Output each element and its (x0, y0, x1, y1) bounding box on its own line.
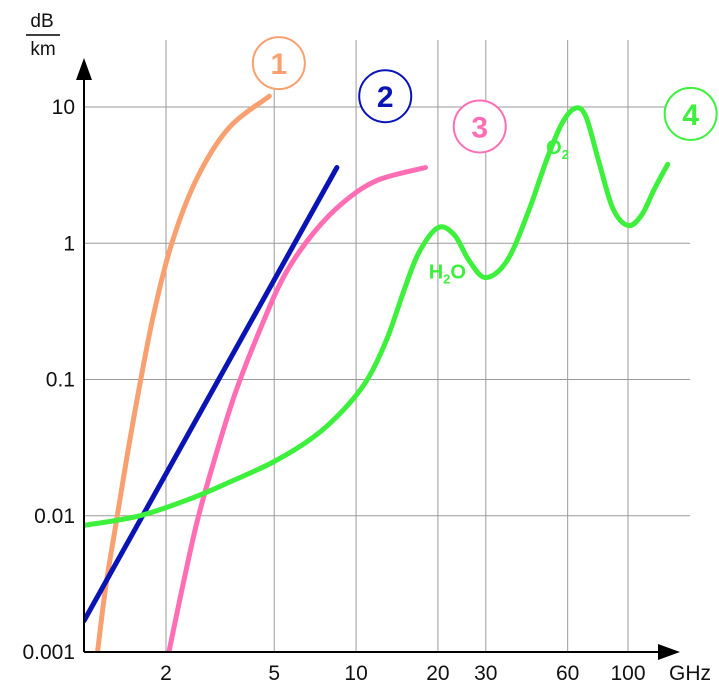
series-4-line (84, 105, 671, 528)
marker-circle (452, 99, 507, 154)
y-tick-label: 0.01 (34, 505, 75, 528)
series-marker-1: 1 (251, 36, 306, 91)
y-axis-arrow-icon (76, 58, 92, 80)
series-3-line (166, 165, 428, 652)
x-tick-label: 100 (610, 662, 645, 685)
y-tick-label: 1 (63, 232, 75, 255)
grid: 2 5 10 20 30 60 100 0.001 0.01 0.1 1 10 (22, 40, 690, 685)
series-marker-2: 2 (358, 69, 413, 124)
y-tick-label: 0.001 (22, 641, 75, 664)
marker-label: 2 (377, 81, 394, 114)
series-marker-4: 4 (663, 86, 718, 141)
y-unit-bottom: km (30, 39, 55, 60)
axes (76, 58, 680, 660)
x-tick-label: 30 (474, 662, 497, 685)
x-unit-label: GHz (669, 662, 711, 685)
labels: dB km GHz (26, 11, 711, 685)
curves (84, 93, 671, 652)
y-unit-top: dB (30, 11, 53, 32)
series-2-line (84, 165, 340, 624)
series-1-line (95, 93, 272, 652)
curve-markers: 1 2 3 4 (251, 36, 718, 154)
x-tick-label: 60 (556, 662, 579, 685)
marker-label: 3 (471, 111, 488, 144)
molecule-annotation: H2O (429, 262, 466, 287)
marker-label: 4 (682, 99, 699, 132)
y-tick-label: 10 (52, 96, 75, 119)
y-tick-label: 0.1 (46, 369, 75, 392)
x-tick-label: 10 (344, 662, 367, 685)
series-marker-3: 3 (452, 99, 507, 154)
marker-circle (251, 36, 306, 91)
marker-label: 1 (270, 48, 287, 81)
x-tick-label: 2 (160, 662, 172, 685)
marker-circle (358, 69, 413, 124)
x-tick-label: 5 (268, 662, 280, 685)
x-tick-label: 20 (426, 662, 449, 685)
molecule-annotation: O2 (546, 137, 569, 162)
x-axis-arrow-icon (658, 644, 680, 660)
marker-circle (663, 86, 718, 141)
annotations: H2O O2 (429, 137, 569, 286)
